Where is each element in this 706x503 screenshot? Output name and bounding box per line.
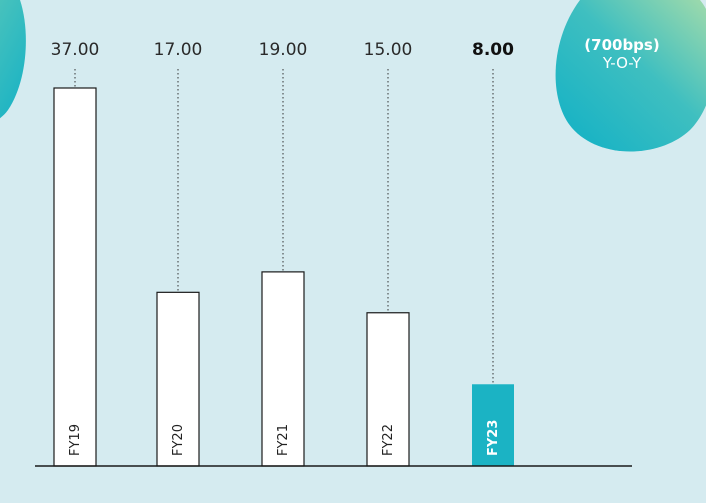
bar-fy19 <box>53 87 97 467</box>
bar-fy20 <box>156 291 200 467</box>
category-label: FY23 <box>486 420 501 456</box>
value-label: 19.00 <box>259 40 308 60</box>
callout-change: (700bps) <box>584 36 659 54</box>
category-label: FY20 <box>171 424 186 456</box>
value-label: 8.00 <box>472 40 514 60</box>
callout-blob <box>555 0 706 152</box>
decor-blob-left <box>0 0 26 118</box>
category-label: FY19 <box>68 424 83 456</box>
category-label: FY21 <box>276 424 291 456</box>
callout-period: Y-O-Y <box>602 54 642 72</box>
category-label: FY22 <box>381 424 396 456</box>
bar-fy22 <box>366 312 410 467</box>
bar-fy21 <box>261 271 305 467</box>
bar-fy23 <box>472 384 514 466</box>
value-label: 15.00 <box>364 40 413 60</box>
value-label: 17.00 <box>154 40 203 60</box>
value-label: 37.00 <box>51 40 100 60</box>
